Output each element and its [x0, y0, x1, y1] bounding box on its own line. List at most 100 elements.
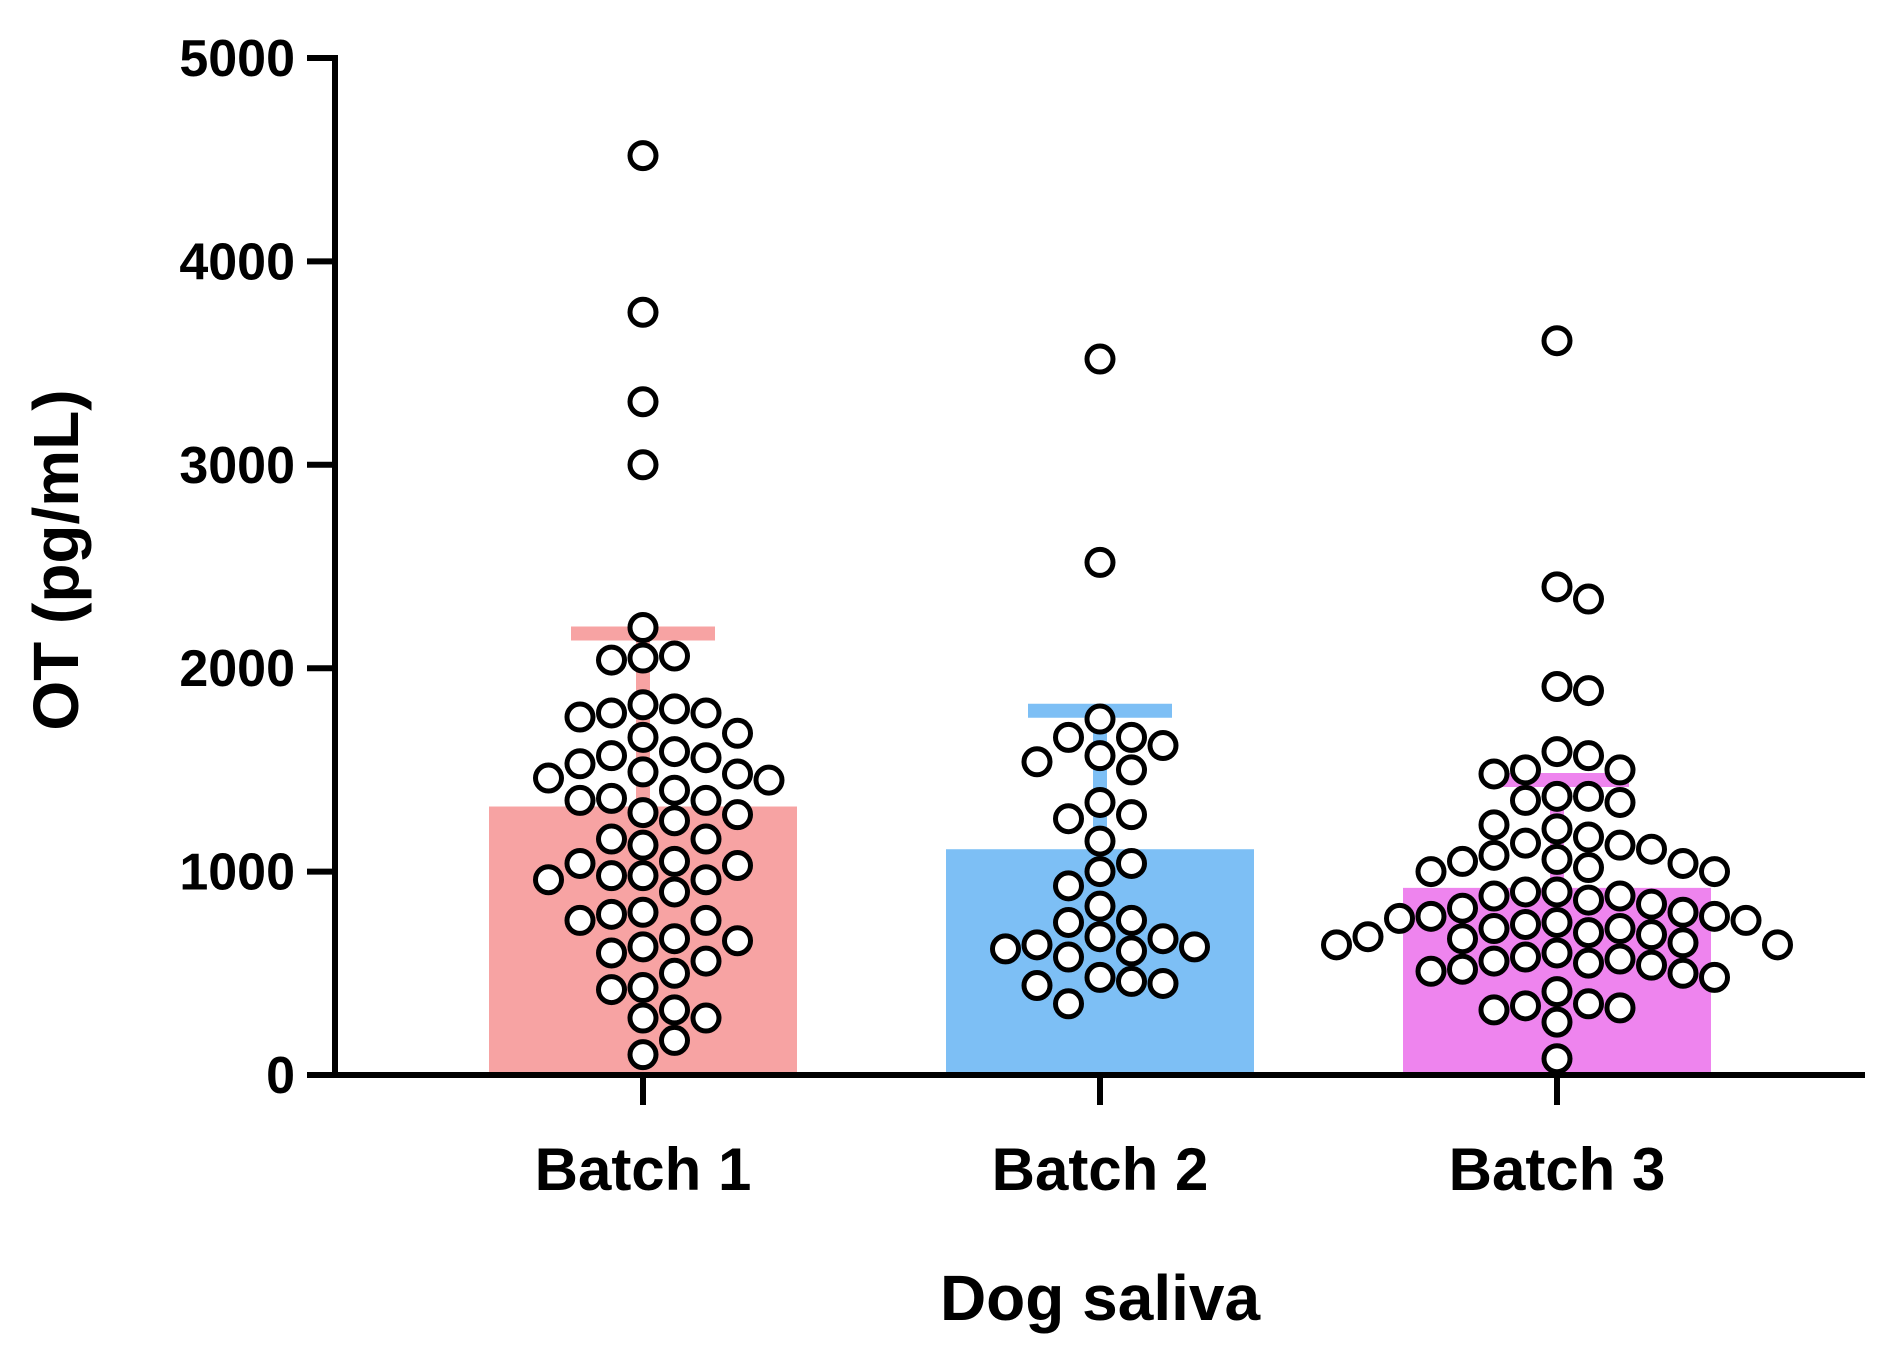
data-point	[1604, 913, 1636, 945]
data-point	[1053, 988, 1084, 1020]
data-point	[690, 1002, 722, 1034]
data-point	[1667, 927, 1699, 959]
data-point	[1053, 941, 1084, 973]
data-point	[1573, 821, 1604, 853]
data-point	[1636, 888, 1667, 920]
x-axis-title: Dog saliva	[940, 1262, 1261, 1334]
data-point	[1116, 847, 1147, 879]
x-categories-layer: Batch 1 Batch 2 Batch 3	[535, 1075, 1665, 1203]
y-tick-label: 4000	[179, 233, 295, 291]
data-point	[1510, 784, 1541, 816]
data-point	[1510, 990, 1541, 1022]
data-point	[1604, 992, 1636, 1024]
data-point	[1415, 900, 1447, 932]
data-point	[1084, 740, 1116, 772]
data-point	[596, 697, 627, 729]
data-point	[1573, 988, 1604, 1020]
y-tick-label: 0	[266, 1047, 295, 1105]
data-point	[1447, 953, 1478, 985]
data-point	[1604, 943, 1636, 975]
data-point	[1084, 890, 1116, 922]
data-point	[596, 937, 627, 969]
data-point	[1321, 929, 1352, 961]
data-point	[659, 923, 690, 955]
data-point	[659, 994, 690, 1026]
data-point	[1573, 675, 1604, 707]
data-point	[1762, 929, 1793, 961]
data-point	[1667, 847, 1699, 879]
data-point	[1699, 900, 1730, 932]
data-point	[1478, 839, 1510, 871]
data-point	[1510, 876, 1541, 908]
data-point	[627, 642, 659, 674]
data-point	[1510, 827, 1541, 859]
data-point	[627, 756, 659, 788]
data-point	[1541, 571, 1573, 603]
y-tick-label: 1000	[179, 844, 295, 902]
data-point	[627, 1039, 659, 1071]
data-point	[1730, 904, 1762, 936]
data-point	[1636, 919, 1667, 951]
data-point	[722, 717, 753, 749]
data-point	[1084, 856, 1116, 888]
data-point	[627, 140, 659, 172]
data-point	[1179, 931, 1210, 963]
data-point	[1053, 870, 1084, 902]
data-point	[533, 864, 564, 896]
data-point	[1573, 852, 1604, 884]
data-point	[1510, 908, 1541, 940]
data-point	[1147, 967, 1179, 999]
data-point	[690, 784, 722, 816]
data-point	[564, 748, 596, 780]
data-point	[722, 758, 753, 790]
data-point	[1084, 825, 1116, 857]
data-point	[627, 972, 659, 1004]
data-point	[564, 904, 596, 936]
data-point	[1084, 786, 1116, 818]
data-point	[690, 697, 722, 729]
data-point	[627, 931, 659, 963]
data-point	[1573, 947, 1604, 979]
data-point	[1541, 1006, 1573, 1038]
data-point	[1478, 994, 1510, 1026]
data-point	[659, 1024, 690, 1056]
data-point	[533, 762, 564, 794]
data-point	[1478, 913, 1510, 945]
data-point	[1053, 721, 1084, 753]
data-point	[1541, 876, 1573, 908]
data-point	[627, 612, 659, 644]
data-point	[1541, 937, 1573, 969]
data-point	[659, 876, 690, 908]
data-point	[1147, 729, 1179, 761]
data-point	[627, 449, 659, 481]
data-point	[1541, 736, 1573, 768]
data-point	[1415, 955, 1447, 987]
data-point	[1604, 880, 1636, 912]
data-point	[1541, 813, 1573, 845]
data-point	[1084, 546, 1116, 578]
data-point	[1541, 325, 1573, 357]
data-point	[1116, 965, 1147, 997]
data-point	[596, 644, 627, 676]
data-point	[1084, 703, 1116, 735]
x-category-label: Batch 2	[992, 1136, 1209, 1203]
data-point	[1116, 721, 1147, 753]
data-point	[1667, 957, 1699, 989]
data-point	[1352, 921, 1384, 953]
data-point	[1415, 856, 1447, 888]
data-point	[722, 925, 753, 957]
data-point	[1447, 845, 1478, 877]
data-point	[659, 774, 690, 806]
data-point	[596, 860, 627, 892]
data-point	[1147, 923, 1179, 955]
y-tick-label: 3000	[179, 437, 295, 495]
data-point	[690, 742, 722, 774]
data-point	[596, 823, 627, 855]
data-point	[1541, 780, 1573, 812]
data-point	[1604, 754, 1636, 786]
data-point	[1636, 833, 1667, 865]
data-point	[1116, 904, 1147, 936]
data-point	[1573, 583, 1604, 615]
data-point	[690, 945, 722, 977]
